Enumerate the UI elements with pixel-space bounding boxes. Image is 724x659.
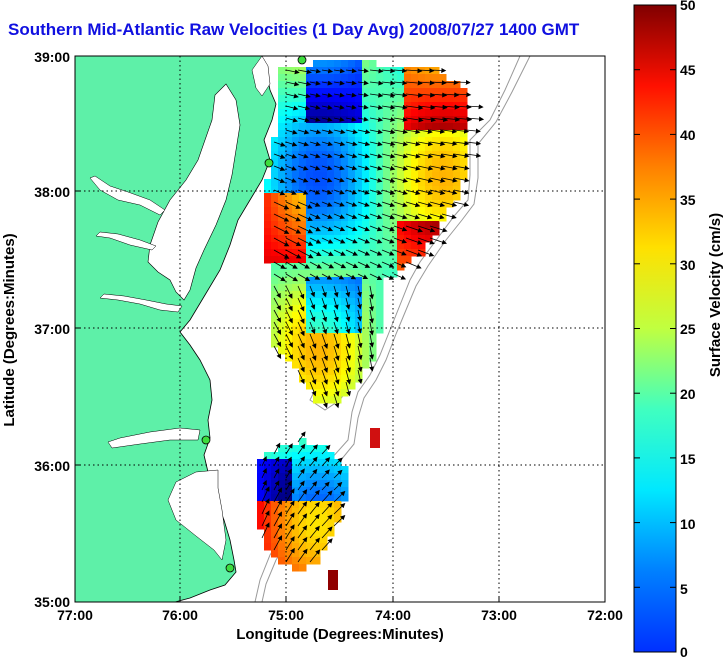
colorbar-tick-label: 30 <box>680 257 696 273</box>
colorbar-tick-label: 5 <box>680 581 688 597</box>
y-tick-label: 39:00 <box>34 49 70 65</box>
x-tick-label: 73:00 <box>481 607 517 623</box>
river-rappahannock <box>95 231 157 251</box>
map-title: Southern Mid-Atlantic Raw Velocities (1 … <box>8 20 580 39</box>
river-james <box>99 293 183 313</box>
colorbar-tick-label: 45 <box>680 62 696 78</box>
colorbar-tick-label: 40 <box>680 127 696 143</box>
station-marker <box>297 55 307 65</box>
y-axis-label: Latitude (Degrees:Minutes) <box>1 233 18 426</box>
grid-lines <box>75 56 605 602</box>
colorbar-tick-label: 20 <box>680 386 696 402</box>
colorbar-label: Surface Velocity (cm/s) <box>707 213 724 377</box>
plot-frame <box>74 55 606 603</box>
colorbar-tick-label: 25 <box>680 321 696 337</box>
x-tick-label: 72:00 <box>587 607 623 623</box>
river-potomac <box>89 175 166 216</box>
y-tick-label: 35:00 <box>34 594 70 610</box>
station-marker <box>225 563 235 573</box>
velocity-vectors <box>261 67 485 563</box>
pamlico-sound <box>167 469 227 561</box>
y-tick-label: 37:00 <box>34 321 70 337</box>
colorbar-tick-label: 50 <box>680 0 696 13</box>
colorbar-tick-label: 35 <box>680 192 696 208</box>
x-tick-label: 76:00 <box>162 607 198 623</box>
colorbar-tick-label: 0 <box>680 644 688 659</box>
x-tick-label: 75:00 <box>268 607 304 623</box>
x-axis-label: Longitude (Degrees:Minutes) <box>236 626 444 643</box>
x-tick-label: 77:00 <box>57 607 93 623</box>
radar-stations <box>201 55 307 573</box>
x-tick-label: 74:00 <box>375 607 411 623</box>
axis-tick-marks <box>75 190 500 602</box>
colorbar-ticks <box>634 4 676 653</box>
albemarle-sound <box>107 427 201 449</box>
y-tick-label: 38:00 <box>34 184 70 200</box>
colorbar-tick-label: 15 <box>680 451 696 467</box>
station-marker <box>201 435 211 445</box>
colorbar-tick-label: 10 <box>680 516 696 532</box>
delaware-bay <box>251 56 271 97</box>
colorbar <box>633 4 677 653</box>
y-tick-label: 36:00 <box>34 458 70 474</box>
station-marker <box>264 158 274 168</box>
